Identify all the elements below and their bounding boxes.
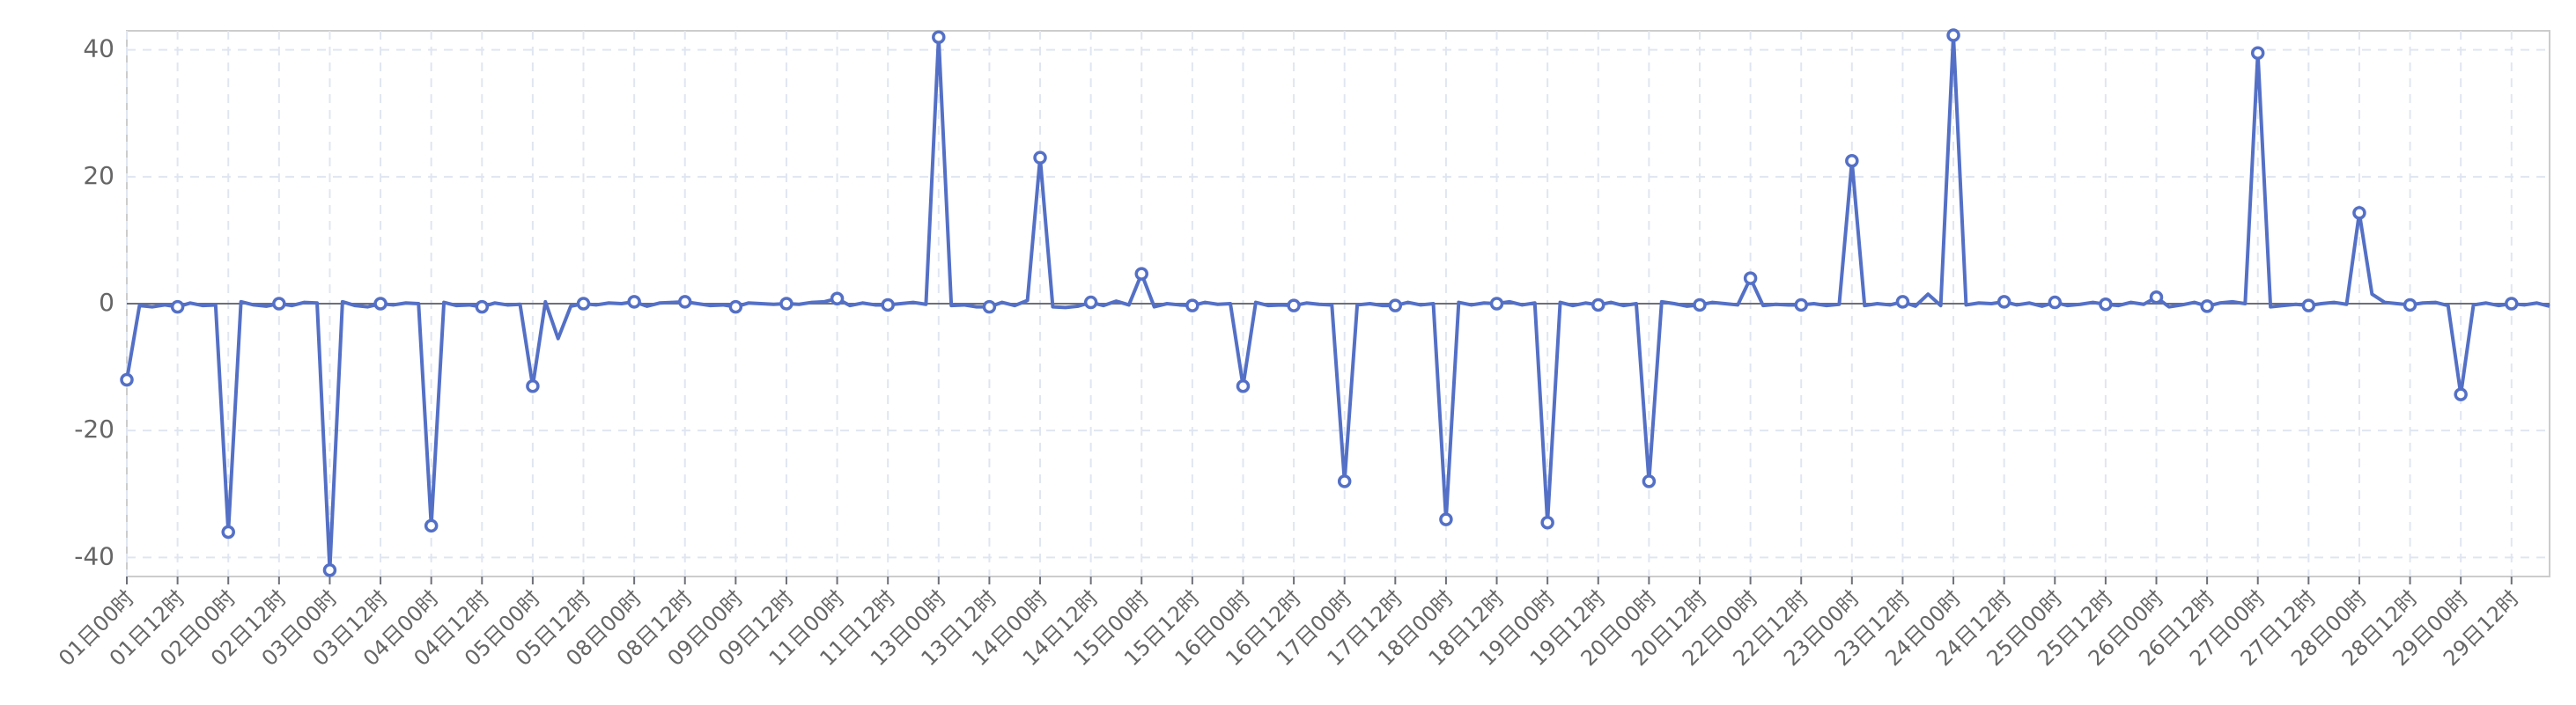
data-point — [1236, 378, 1251, 393]
y-tick-label: 40 — [83, 34, 114, 63]
data-point — [2352, 206, 2366, 220]
data-point — [1794, 297, 1808, 312]
data-point — [1388, 298, 1403, 312]
y-tick-label: 20 — [83, 161, 114, 190]
data-point — [221, 525, 235, 540]
data-point — [1591, 297, 1605, 312]
data-point — [1642, 474, 1657, 488]
data-point — [1743, 271, 1758, 285]
data-point — [1337, 474, 1352, 488]
data-point — [830, 291, 845, 305]
data-point — [1489, 297, 1504, 311]
data-point — [2099, 297, 2113, 312]
data-point — [1185, 298, 1199, 312]
data-point — [1693, 297, 1707, 312]
data-point — [2048, 295, 2063, 310]
data-point — [1134, 267, 1149, 281]
data-point — [2149, 290, 2164, 305]
data-point — [1439, 512, 1453, 526]
data-point — [2250, 46, 2265, 60]
data-point — [1083, 295, 1098, 310]
data-point — [424, 518, 439, 533]
data-point — [170, 299, 185, 314]
data-point — [779, 297, 793, 311]
data-point — [2505, 297, 2519, 311]
data-point — [881, 297, 895, 312]
data-point — [120, 372, 134, 387]
y-tick-label: -20 — [74, 415, 114, 444]
data-point — [1845, 154, 1859, 168]
data-point — [2403, 297, 2417, 312]
data-point — [1540, 515, 1554, 530]
y-tick-label: -40 — [74, 541, 114, 570]
data-point — [322, 563, 337, 577]
data-point — [1946, 28, 1960, 42]
data-line — [125, 33, 2550, 572]
data-point — [2301, 298, 2316, 312]
data-point — [1287, 298, 1301, 312]
y-tick-label: 0 — [99, 288, 114, 317]
data-point — [1895, 295, 1910, 309]
data-point — [272, 297, 286, 311]
data-point — [2200, 299, 2214, 313]
data-point — [1033, 151, 1047, 165]
data-point — [1997, 295, 2011, 309]
data-point — [728, 299, 743, 314]
data-point — [982, 299, 997, 314]
data-point — [526, 378, 540, 393]
data-point — [932, 30, 946, 44]
data-point — [677, 295, 692, 309]
data-point — [373, 297, 388, 311]
data-point — [2454, 387, 2468, 401]
data-point — [576, 297, 591, 311]
data-point — [627, 295, 641, 309]
data-point — [475, 299, 490, 314]
